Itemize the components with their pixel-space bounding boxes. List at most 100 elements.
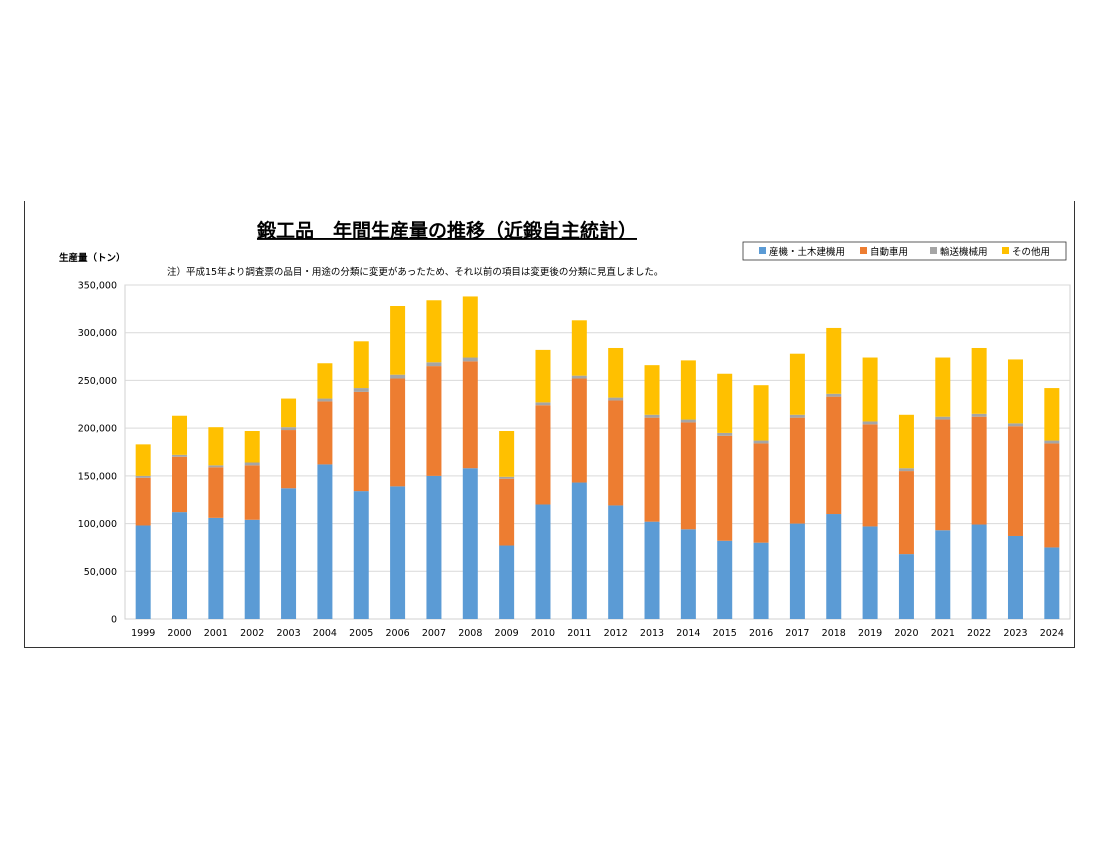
bar-segment [826, 393, 842, 397]
bar-segment [571, 375, 587, 379]
x-tick-label: 2003 [276, 628, 300, 639]
y-tick-label: 100,000 [78, 519, 117, 530]
x-tick-label: 2007 [422, 628, 446, 639]
bar-segment [535, 402, 551, 406]
bar-segment [971, 413, 987, 417]
bar-segment [571, 378, 587, 483]
bar-segment [898, 414, 914, 469]
x-tick-label: 2020 [894, 628, 918, 639]
x-tick-label: 2021 [931, 628, 955, 639]
y-tick-label: 50,000 [84, 567, 117, 578]
bar-segment [971, 416, 987, 525]
bar-segment [971, 347, 987, 414]
bar-segment [898, 471, 914, 555]
bar-segment [208, 465, 224, 468]
chart-title: 鍛工品 年間生産量の推移（近鍛自主統計） [257, 219, 637, 242]
bars-group [135, 296, 1060, 619]
bar-segment [317, 398, 333, 402]
bar-segment [1044, 440, 1060, 444]
y-axis-label: 生産量（トン） [59, 252, 126, 264]
bar-segment [172, 415, 188, 455]
legend-swatch [1002, 247, 1009, 254]
bar-segment [353, 391, 369, 492]
legend-label: 産機・土木建機用 [769, 246, 845, 258]
chart-svg: 鍛工品 年間生産量の推移（近鍛自主統計） 生産量（トン） 注）平成15年より調査… [59, 219, 1071, 639]
bar-segment [535, 349, 551, 403]
bar-segment [571, 482, 587, 619]
bar-segment [462, 357, 478, 362]
bar-segment [499, 545, 515, 619]
bar-segment [571, 320, 587, 376]
bar-segment [862, 424, 878, 527]
bar-segment [717, 540, 733, 619]
bar-segment [753, 440, 769, 444]
x-ticks: 1999 2000 2001 2002 2003 2004 2005 2006 2007 2008… [131, 628, 1064, 639]
x-tick-label: 2017 [785, 628, 809, 639]
bar-segment [172, 456, 188, 513]
y-tick-label: 350,000 [78, 281, 117, 292]
bar-segment [753, 443, 769, 543]
bar-segment [208, 427, 224, 466]
bar-segment [608, 505, 624, 619]
bar-segment [390, 378, 406, 487]
bar-segment [935, 416, 951, 420]
bar-segment [426, 475, 442, 619]
bar-segment [390, 305, 406, 375]
bar-segment [208, 517, 224, 619]
bar-segment [462, 296, 478, 358]
bar-segment [680, 422, 696, 530]
bar-segment [244, 462, 260, 466]
bar-segment [935, 530, 951, 619]
legend-label: 自動車用 [870, 246, 908, 258]
x-tick-label: 2002 [240, 628, 264, 639]
bar-segment [608, 400, 624, 506]
bar-segment [1007, 359, 1023, 424]
x-tick-label: 2009 [495, 628, 519, 639]
chart-note: 注）平成15年より調査票の品目・用途の分類に変更があったため、それ以前の項目は変… [167, 266, 663, 278]
bar-segment [789, 523, 805, 619]
x-tick-label: 2022 [967, 628, 991, 639]
bar-segment [608, 347, 624, 398]
bar-segment [281, 427, 297, 431]
bar-segment [717, 373, 733, 433]
bar-segment [753, 385, 769, 441]
bar-segment [1044, 443, 1060, 548]
bar-segment [898, 468, 914, 472]
bar-segment [281, 430, 297, 489]
legend-label: 輸送機械用 [940, 246, 988, 258]
bar-segment [353, 341, 369, 389]
bar-segment [971, 524, 987, 619]
bar-segment [244, 465, 260, 520]
bar-segment [281, 488, 297, 619]
bar-segment [680, 419, 696, 423]
bar-segment [281, 398, 297, 428]
bar-segment [172, 512, 188, 619]
y-tick-label: 0 [111, 615, 117, 626]
x-tick-label: 2006 [386, 628, 410, 639]
bar-segment [135, 525, 151, 619]
bar-segment [644, 417, 660, 522]
y-tick-label: 300,000 [78, 328, 117, 339]
bar-segment [390, 374, 406, 379]
x-tick-label: 1999 [131, 628, 155, 639]
bar-segment [644, 414, 660, 418]
legend: 産機・土木建機用 自動車用 輸送機械用 その他用 [759, 246, 1050, 258]
x-tick-label: 2024 [1040, 628, 1064, 639]
x-tick-label: 2016 [749, 628, 773, 639]
bar-segment [1007, 423, 1023, 427]
bar-segment [680, 529, 696, 619]
bar-segment [172, 454, 188, 457]
x-tick-label: 2010 [531, 628, 555, 639]
bar-segment [826, 396, 842, 515]
bar-segment [826, 327, 842, 394]
bar-segment [244, 519, 260, 619]
bar-segment [1007, 535, 1023, 619]
bar-segment [390, 486, 406, 619]
x-tick-label: 2013 [640, 628, 664, 639]
legend-swatch [860, 247, 867, 254]
x-tick-label: 2005 [349, 628, 373, 639]
bar-segment [208, 467, 224, 518]
bar-segment [317, 363, 333, 399]
bar-segment [789, 417, 805, 524]
bar-segment [680, 360, 696, 420]
